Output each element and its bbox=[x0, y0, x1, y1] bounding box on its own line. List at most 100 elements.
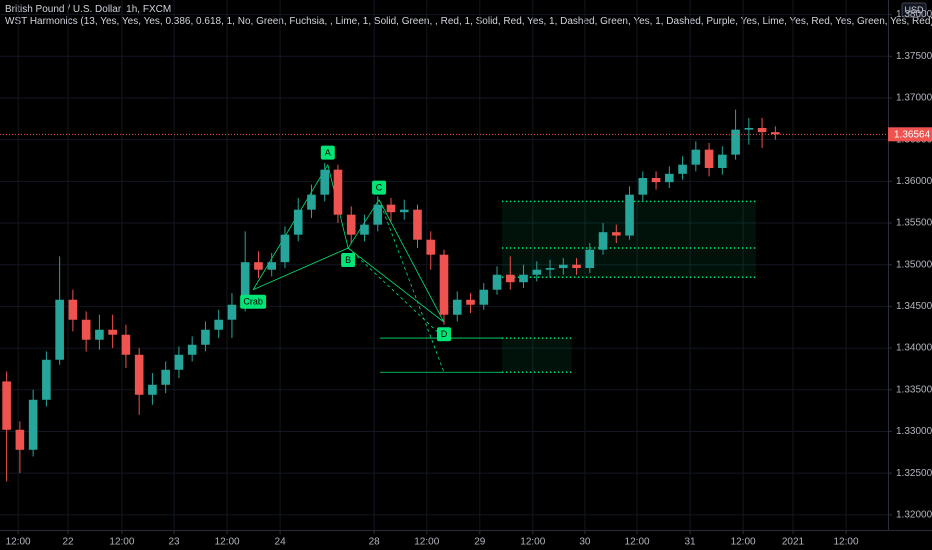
y-tick-label: 1.34500 bbox=[896, 301, 932, 312]
y-tick-label: 1.35500 bbox=[896, 218, 932, 229]
candle-body bbox=[665, 173, 674, 183]
x-tick-label: 12:00 bbox=[414, 537, 439, 548]
pattern-leg bbox=[252, 247, 349, 291]
pattern-point-marker bbox=[341, 253, 356, 268]
pattern-point-label: A bbox=[325, 148, 331, 158]
pattern-point-marker bbox=[320, 145, 335, 160]
candle-body bbox=[227, 304, 237, 320]
candle-body bbox=[386, 204, 396, 213]
candle-body bbox=[174, 354, 184, 370]
candle-body bbox=[651, 178, 661, 183]
candle-body bbox=[519, 274, 528, 283]
candle-body bbox=[585, 249, 595, 269]
candle-body bbox=[42, 359, 51, 400]
candle-body bbox=[598, 232, 608, 250]
y-tick-label: 1.33500 bbox=[896, 384, 932, 395]
pattern-leg bbox=[378, 199, 445, 323]
x-tick-label: 12:00 bbox=[215, 537, 240, 548]
y-tick-label: 1.36000 bbox=[896, 176, 932, 187]
y-tick-label: 1.32500 bbox=[896, 468, 932, 479]
candle-body bbox=[68, 299, 78, 320]
x-tick-label: 2021 bbox=[782, 537, 805, 548]
candle-body bbox=[373, 204, 383, 225]
candle-body bbox=[731, 129, 740, 155]
pattern-point-label: D bbox=[441, 329, 448, 339]
y-tick-label: 1.32000 bbox=[896, 509, 932, 520]
candle-body bbox=[744, 127, 754, 130]
y-tick-label: 1.35000 bbox=[896, 259, 932, 270]
y-tick-label: 1.37000 bbox=[896, 93, 932, 104]
y-tick-label: 1.38000 bbox=[896, 9, 932, 20]
candle-body bbox=[134, 354, 144, 395]
candle-body bbox=[28, 399, 38, 450]
candle-body bbox=[201, 329, 210, 345]
candle-body bbox=[214, 319, 223, 330]
candle-body bbox=[187, 344, 197, 355]
candle-body bbox=[771, 132, 780, 135]
candle-body bbox=[439, 254, 449, 315]
candle-body bbox=[638, 178, 648, 195]
candle-body bbox=[293, 209, 303, 235]
candle-body bbox=[757, 127, 767, 133]
candle-body bbox=[55, 299, 64, 360]
candle-body bbox=[492, 274, 502, 290]
pattern-projection bbox=[378, 199, 445, 373]
x-tick-label: 31 bbox=[685, 537, 697, 548]
currency-label: USD bbox=[904, 5, 924, 15]
candle-body bbox=[254, 262, 263, 270]
x-tick-label: 30 bbox=[579, 537, 591, 548]
candle-body bbox=[95, 329, 104, 340]
candle-body bbox=[545, 268, 555, 270]
y-tick-label: 1.33000 bbox=[896, 426, 932, 437]
candle-body bbox=[532, 269, 542, 275]
pattern-projection bbox=[347, 247, 445, 339]
last-price-label: 1.36564 bbox=[894, 129, 931, 140]
pattern-leg bbox=[347, 247, 445, 323]
pattern-point-marker bbox=[437, 327, 451, 342]
candle-body bbox=[413, 209, 422, 240]
candle-body bbox=[333, 169, 343, 215]
chart-title: British Pound / U.S. Dollar, 1h, FXCM bbox=[5, 4, 171, 15]
pattern-point-label: Crab bbox=[243, 297, 263, 307]
candle-body bbox=[572, 264, 581, 269]
x-tick-label: 24 bbox=[275, 537, 287, 548]
candle-body bbox=[148, 384, 157, 395]
candle-body bbox=[452, 299, 462, 315]
candle-body bbox=[718, 154, 727, 168]
x-tick-label: 29 bbox=[474, 537, 486, 548]
candle-body bbox=[466, 299, 475, 305]
x-tick-label: 23 bbox=[169, 537, 181, 548]
candle-body bbox=[15, 429, 25, 450]
x-tick-label: 12:00 bbox=[834, 537, 859, 548]
candle-body bbox=[678, 164, 687, 174]
candle-body bbox=[121, 334, 131, 355]
y-tick-label: 1.37500 bbox=[896, 51, 932, 62]
pattern-leg bbox=[252, 164, 329, 290]
candle-body bbox=[307, 194, 316, 210]
x-tick-label: 22 bbox=[62, 537, 74, 548]
pattern-point-label: B bbox=[345, 255, 351, 265]
y-tick-label: 1.34000 bbox=[896, 343, 932, 354]
candle-body bbox=[346, 214, 356, 235]
x-tick-label: 12:00 bbox=[6, 537, 31, 548]
currency-box[interactable] bbox=[901, 2, 927, 18]
pattern-point-marker bbox=[240, 294, 267, 309]
x-tick-label: 28 bbox=[369, 537, 381, 548]
pattern-point-label: C bbox=[376, 183, 383, 193]
candle-body bbox=[108, 329, 117, 335]
candle-body bbox=[691, 149, 701, 165]
candle-body bbox=[280, 234, 290, 263]
candle-body bbox=[360, 224, 369, 235]
candle-body bbox=[704, 149, 714, 168]
x-tick-label: 12:00 bbox=[731, 537, 756, 548]
candle-body bbox=[558, 264, 568, 269]
indicator-label: WST Harmonics (13, Yes, Yes, Yes, 0.386,… bbox=[5, 16, 932, 27]
x-tick-label: 12:00 bbox=[520, 537, 545, 548]
candle-body bbox=[81, 319, 91, 340]
x-tick-label: 12:00 bbox=[625, 537, 650, 548]
candle-body bbox=[240, 262, 250, 305]
candle-body bbox=[611, 232, 621, 236]
candle-body bbox=[426, 239, 436, 255]
